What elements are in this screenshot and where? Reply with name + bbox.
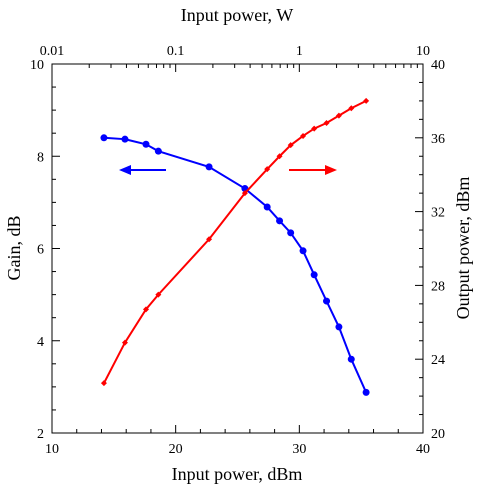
x-tick-label-bottom: 30 [292,442,306,457]
output-power-data-point [300,132,307,139]
gain-data-point [335,323,343,331]
gain-data-point [362,388,370,396]
output-axis-arrow [289,165,337,175]
y-axis-title-right: Output power, dBm [453,177,473,320]
y-tick-label-right: 32 [431,206,445,221]
y-tick-label-right: 20 [431,427,445,442]
gain-data-point [100,134,108,142]
output-power-data-point [276,153,283,160]
output-power-data-point [323,120,330,127]
gain-data-point [287,229,295,237]
output-power-data-point [264,166,271,173]
y-tick-label-right: 36 [431,132,445,147]
output-power-data-point [363,97,370,104]
gain-data-point [347,355,355,363]
y-tick-label-right: 28 [431,279,445,294]
x-tick-label-bottom: 10 [45,442,59,457]
gain-axis-arrow [119,165,166,175]
x-axis-title-bottom: Input power, dBm [172,464,303,484]
x-axis-title-top: Input power, W [181,5,293,25]
y-tick-label-left: 2 [37,427,44,442]
output-power-data-point [100,380,107,387]
y-tick-label-left: 6 [37,243,44,258]
gain-data-point [276,217,284,225]
output-power-data-point [335,112,342,119]
y-axis-title-left: Gain, dB [4,216,24,281]
output-power-data-point [206,236,213,243]
gain-data-point [323,297,331,305]
output-power-data-point [155,291,162,298]
gain-data-point [142,140,150,148]
x-tick-label-top: 1 [296,44,303,59]
x-tick-label-bottom: 40 [416,442,430,457]
output-power-data-point [287,142,294,149]
gain-series-line [103,136,368,393]
y-tick-label-right: 24 [431,353,445,368]
gain-data-point [299,247,307,255]
output-power-data-point [142,306,149,313]
output-power-data-point [348,105,355,112]
y-tick-label-right: 40 [431,58,445,73]
gain-data-point [205,163,213,171]
y-tick-label-left: 4 [37,335,44,350]
output-power-data-point [311,125,318,132]
gain-data-point [121,135,129,143]
gain-data-point [263,203,271,211]
output-power-data-point [241,190,248,197]
gain-data-point [310,271,318,279]
y-tick-label-left: 10 [30,58,44,73]
x-tick-label-top: 0.1 [167,44,185,59]
x-tick-label-top: 0.01 [40,44,65,59]
gain-data-point [154,147,162,155]
output-power-data-point [121,339,128,346]
y-tick-label-left: 8 [37,150,44,165]
x-tick-label-bottom: 20 [169,442,183,457]
x-tick-label-top: 10 [416,44,430,59]
